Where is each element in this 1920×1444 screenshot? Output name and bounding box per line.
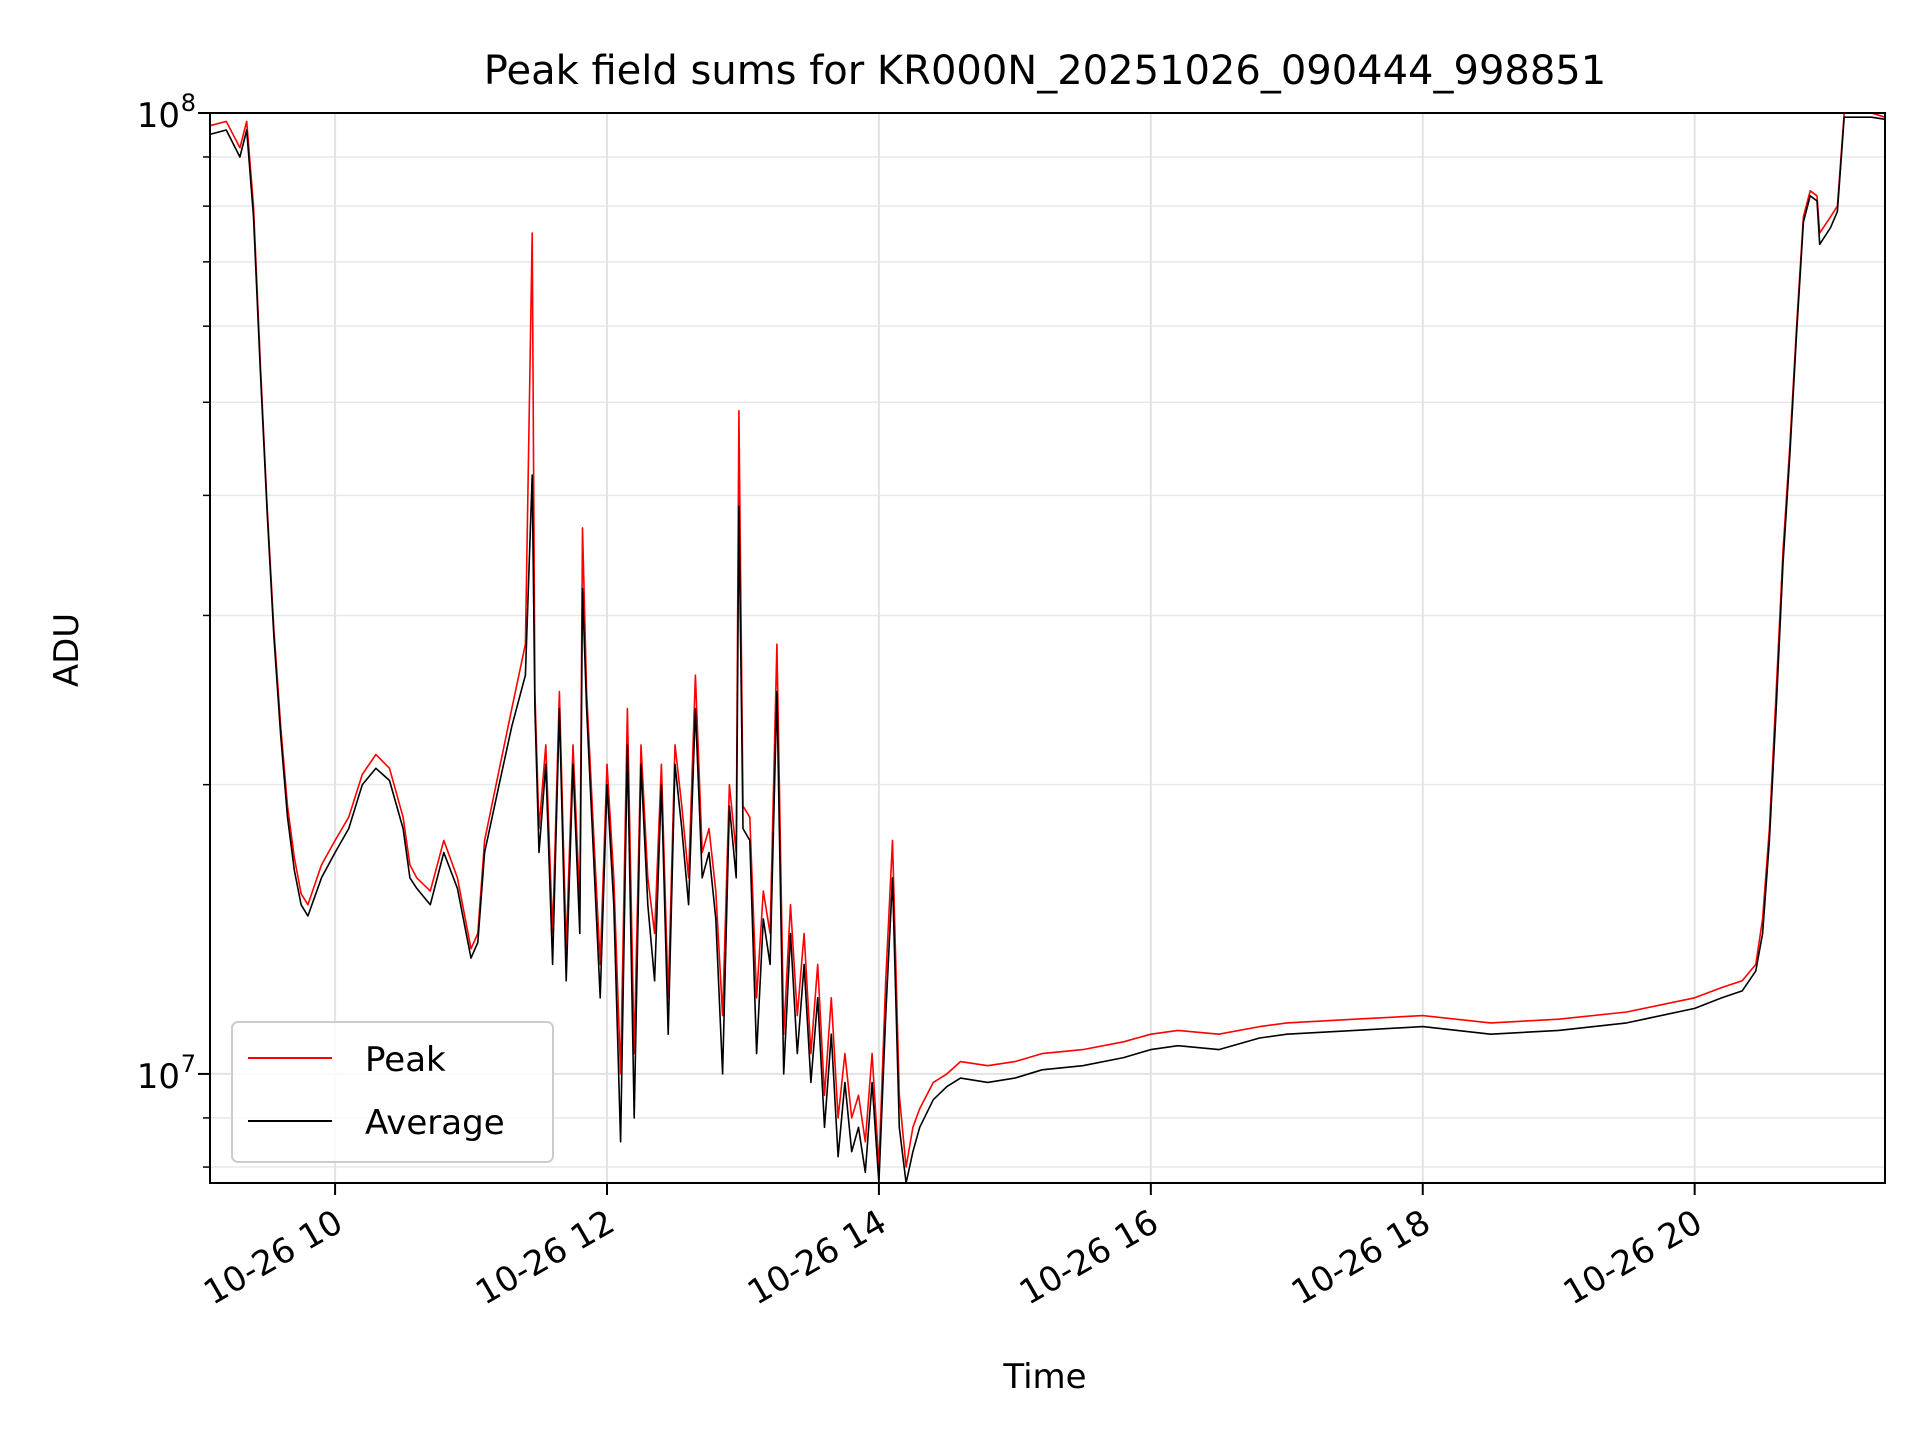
- y-tick-exponent: 7: [181, 1050, 196, 1078]
- series-layer: [209, 112, 1886, 1184]
- legend-peak-label: Peak: [365, 1040, 446, 1080]
- x-axis-label: Time: [1002, 1357, 1086, 1397]
- y-tick-label: 10: [137, 1057, 180, 1097]
- y-axis-label: ADU: [47, 613, 87, 687]
- legend: Peak Average: [231, 1021, 554, 1163]
- y-tick-exponent: 8: [181, 89, 196, 117]
- plot-area-frame: [209, 112, 1886, 1184]
- series-average-line: [209, 116, 1886, 1184]
- chart-title: Peak field sums for KR000N_20251026_0904…: [484, 48, 1606, 94]
- y-tick-label: 10: [137, 96, 180, 136]
- legend-average-label: Average: [365, 1103, 505, 1143]
